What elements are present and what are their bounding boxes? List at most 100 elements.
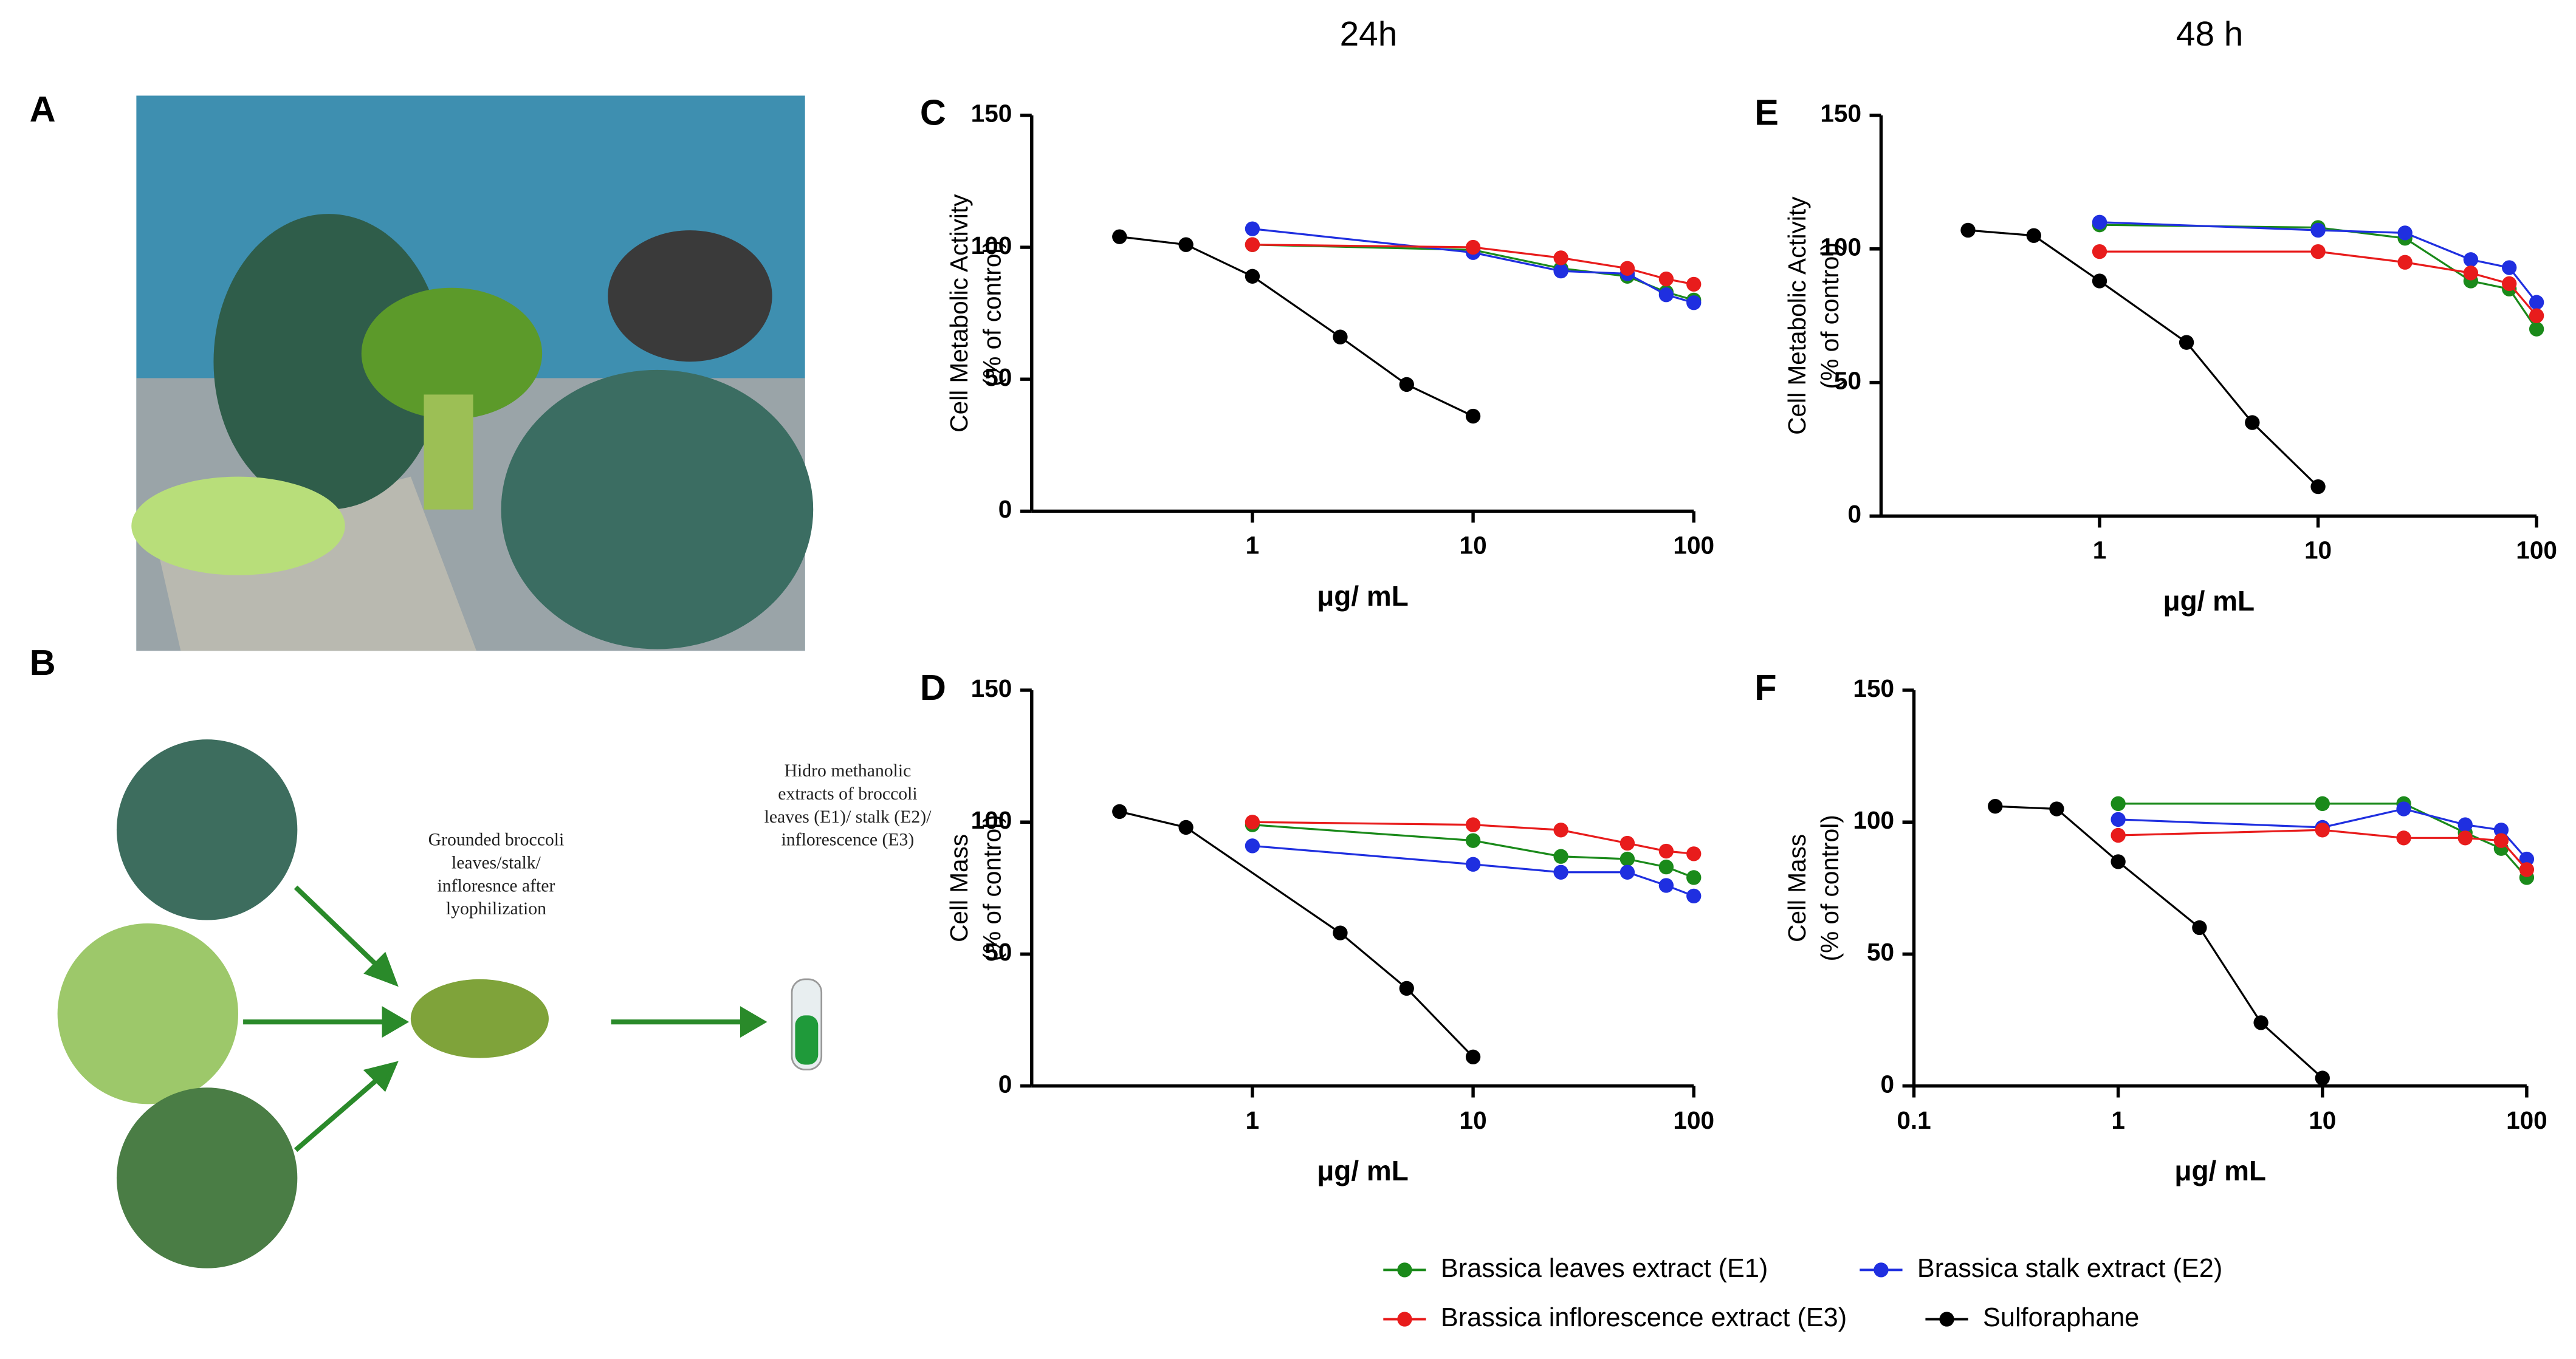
diagram-text: Grounded broccoli leaves/stalk/infloresnc…	[428, 761, 932, 919]
data-point	[1686, 276, 1702, 292]
y-axis-label: (% of control)	[978, 240, 1006, 386]
y-tick-label: 150	[971, 100, 1012, 128]
data-point	[1245, 221, 1260, 236]
data-point	[1465, 817, 1481, 832]
diagram-images	[57, 739, 823, 1268]
data-point	[2310, 222, 2326, 238]
data-point	[2026, 228, 2041, 243]
data-point	[1553, 263, 1568, 279]
data-point	[2519, 851, 2535, 867]
data-point	[2111, 796, 2126, 812]
data-point	[2529, 308, 2544, 323]
x-tick-label: 10	[1460, 1106, 1487, 1134]
data-point	[1988, 799, 2003, 814]
data-point	[2092, 214, 2107, 230]
data-point	[2397, 255, 2413, 270]
data-point	[1178, 820, 1194, 835]
legend-label: Brassica inflorescence extract (E3)	[1441, 1303, 1847, 1332]
chart: E 0 50 100 150 1 10 100 μg/ mL Cell Metabolic Act…	[1754, 92, 2557, 617]
x-tick-label: 0.1	[1897, 1106, 1931, 1134]
data-point	[1619, 851, 1635, 867]
y-axis-label: (% of control)	[1816, 815, 1844, 961]
x-axis-label: μg/ mL	[1317, 1155, 1409, 1186]
chart: F 0 50 100 150 0.1 1 10 100 μg/ mL Cell Mass (% of …	[1754, 667, 2547, 1186]
y-axis-label: Cell Mass	[945, 834, 973, 942]
data-point	[2529, 321, 2544, 337]
legend-label: Brassica leaves extract (E1)	[1441, 1254, 1768, 1283]
x-tick-label: 1	[2093, 536, 2107, 564]
diagram-label: Hidro methanolic	[785, 761, 912, 781]
x-axis-label: μg/ mL	[2174, 1155, 2266, 1186]
legend-marker	[1397, 1312, 1412, 1327]
panel-label: F	[1754, 667, 1776, 708]
series-line	[1995, 805, 2323, 1079]
y-tick-label: 50	[1867, 938, 1894, 966]
x-tick-label: 1	[1246, 1106, 1260, 1134]
x-tick-label: 10	[2304, 536, 2332, 564]
diagram-label: extracts of broccoli	[778, 784, 917, 804]
y-tick-label: 150	[971, 674, 1012, 702]
data-point	[2396, 830, 2411, 846]
diagram-label: infloresnce after	[437, 876, 555, 895]
chart: C 0 50 100 150 1 10 100 μg/ mL Cell Metabolic Act…	[920, 92, 1714, 612]
data-point	[2397, 225, 2413, 241]
data-point	[2111, 812, 2126, 827]
legend-marker	[1397, 1262, 1412, 1278]
y-axis-label: Cell Mass	[1783, 834, 1811, 942]
diagram-label: leaves/stalk/	[452, 853, 541, 872]
legend-marker	[1939, 1312, 1954, 1327]
data-point	[2111, 854, 2126, 869]
panel-label: E	[1754, 92, 1779, 133]
y-tick-label: 100	[1820, 233, 1861, 261]
data-point	[1245, 838, 1260, 854]
x-tick-label: 10	[2309, 1106, 2336, 1134]
data-point	[1658, 272, 1674, 287]
series-line	[2099, 224, 2538, 330]
series-line	[1119, 810, 1474, 1058]
y-tick-label: 0	[1847, 500, 1861, 528]
data-point	[1658, 859, 1674, 875]
diagram-label: lyophilization	[446, 899, 546, 919]
data-point	[2049, 801, 2064, 816]
data-point	[1465, 857, 1481, 872]
data-point	[2493, 833, 2509, 848]
column-title: 48 h	[2176, 15, 2243, 53]
y-tick-label: 0	[1881, 1070, 1895, 1098]
y-tick-label: 100	[971, 231, 1012, 259]
x-axis-label: μg/ mL	[2163, 585, 2255, 617]
panel-label: A	[30, 89, 56, 129]
data-point	[1960, 222, 1976, 238]
data-point	[2502, 260, 2517, 275]
data-point	[2179, 335, 2194, 350]
data-point	[2310, 479, 2326, 495]
y-tick-label: 100	[1853, 806, 1894, 834]
data-point	[2493, 823, 2509, 838]
legend-label: Sulforaphane	[1983, 1303, 2139, 1332]
data-point	[1686, 295, 1702, 310]
data-point	[1399, 981, 1414, 996]
data-point	[1333, 329, 1348, 344]
data-point	[1553, 849, 1568, 864]
y-tick-label: 50	[1834, 366, 1861, 394]
legend-marker	[1874, 1262, 1889, 1278]
data-point	[1658, 287, 1674, 303]
y-tick-label: 50	[984, 363, 1012, 391]
y-tick-label: 50	[984, 938, 1012, 966]
data-point	[1245, 237, 1260, 252]
data-point	[2396, 801, 2411, 816]
data-point	[1686, 888, 1702, 904]
data-point	[2529, 295, 2544, 310]
data-point	[2245, 415, 2260, 430]
panel-label: C	[920, 92, 946, 133]
data-point	[1112, 229, 1127, 244]
data-point	[2463, 252, 2479, 267]
data-point	[1333, 925, 1348, 940]
data-point	[1178, 237, 1194, 252]
x-tick-label: 10	[1460, 532, 1487, 560]
data-point	[1553, 864, 1568, 880]
data-point	[1553, 250, 1568, 265]
data-point	[1112, 804, 1127, 820]
